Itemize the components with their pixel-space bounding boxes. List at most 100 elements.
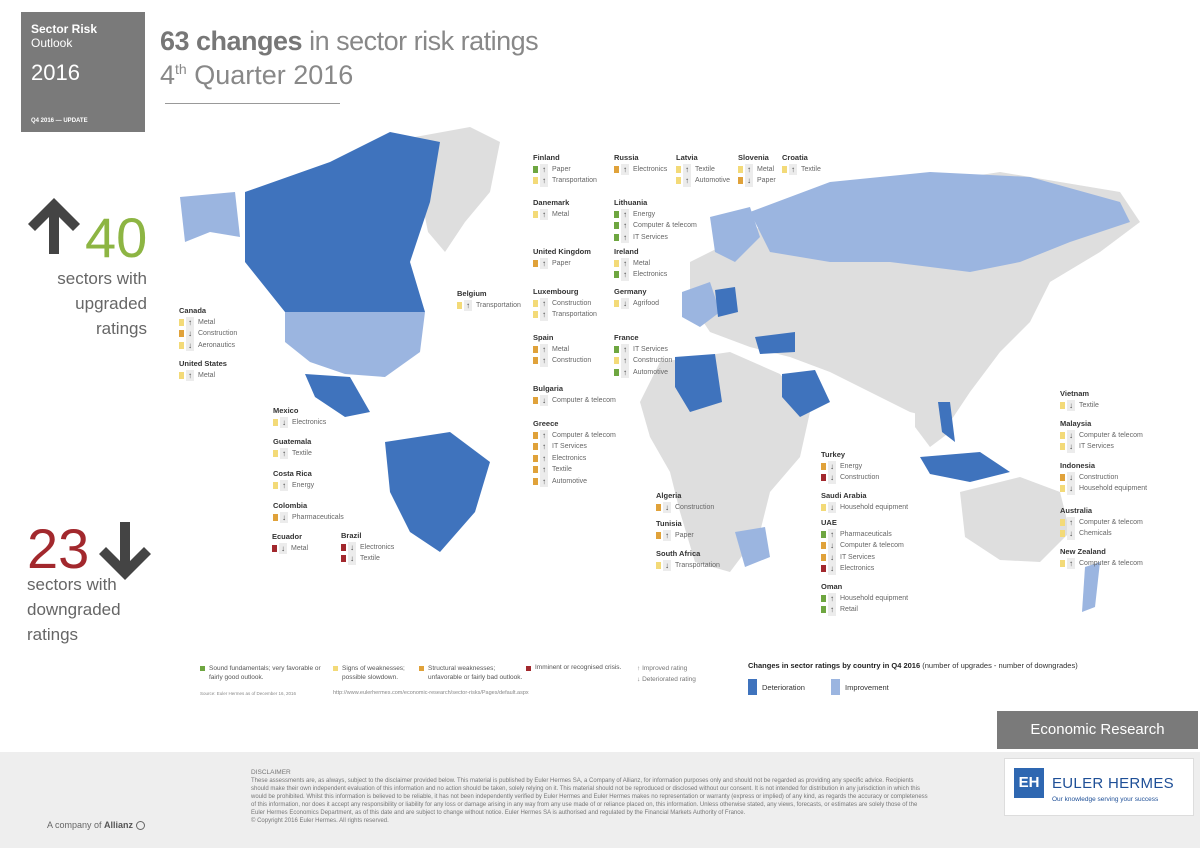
disclaimer-copyright: © Copyright 2016 Euler Hermes. All right… [251,818,389,824]
sector-row: ↑ Energy [614,208,697,220]
country-name: Slovenia [738,153,769,162]
legend-orange: Structural weaknesses; unfavorable or fa… [419,664,523,682]
rating-swatch [656,531,661,539]
arrow-up-icon: ↑ [1067,557,1075,569]
sector-label: Electronics [840,565,875,572]
rating-swatch [533,165,538,173]
sector-row: ↑ Automotive [676,175,730,187]
rating-swatch [656,503,661,511]
rating-swatch [614,271,619,279]
arrow-down-icon: ↓ [1067,441,1075,453]
country-box-russia: Russia ↑ Electronics [614,152,667,175]
arrow-up-icon: ↑ [621,163,629,175]
country-name: Indonesia [1060,461,1096,470]
legend-source: Source: Euler Hermes as of December 16, … [200,691,297,696]
arrow-up-icon: ↑ [540,257,548,269]
rating-swatch [273,449,278,457]
arrow-up-icon: ↑ [621,257,629,269]
sector-label: Construction [1079,473,1119,481]
country-name: South Africa [656,549,701,558]
sector-label: Energy [292,481,315,489]
arrow-up-icon: ↑ [621,208,629,220]
sector-row: ↑ Metal [738,163,776,175]
rating-swatch [676,165,681,173]
arrow-up-icon: ↑ [280,479,288,491]
rating-swatch [1060,473,1065,481]
country-box-south-africa: South Africa ↓ Transportation [656,548,720,571]
sector-label: Metal [291,544,309,552]
country-box-colombia: Colombia ↓ Pharmaceuticals [273,500,344,523]
sector-row: ↑ IT Services [614,231,697,243]
legend-url[interactable]: http://www.eulerhermes.com/economic-rese… [333,690,529,696]
downgrade-label-line1: sectors with [27,575,117,594]
sector-label: IT Services [552,443,587,450]
sector-row: ↓ Household equipment [821,501,909,513]
country-box-tunisia: Tunisia ↑ Paper [656,518,694,541]
country-name: Algeria [656,491,682,500]
sector-row: ↓ Pharmaceuticals [273,511,344,523]
country-name: Mexico [273,406,299,415]
sector-row: ↑ Construction [614,355,672,367]
arrow-down-icon: ↓ [828,501,836,513]
rating-swatch [656,561,661,569]
arrow-up-icon: ↑ [540,309,548,321]
rating-swatch [821,503,826,511]
sector-row: ↑ Energy [273,479,315,491]
rating-swatch [533,454,538,462]
deteriorated-arrow-icon: ↓ [637,676,643,683]
changes-head-bold: Changes in sector ratings by country in … [748,661,921,670]
sector-label: Computer & telecom [552,396,616,404]
country-box-germany: Germany ↓ Agrifood [614,286,659,309]
title-bold: 63 changes [160,26,303,56]
sector-label: Household equipment [840,503,909,511]
arrow-down-icon: ↓ [745,175,753,187]
country-name: Ireland [614,247,639,256]
allianz-prefix: A company of [47,820,105,830]
rating-swatch [821,542,826,550]
arrow-down-icon: ↓ [348,553,356,565]
down-arrow-icon [99,522,151,580]
country-name: Germany [614,287,647,296]
sector-row: ↑ Transportation [533,309,597,321]
sector-label: Transportation [552,177,597,184]
country-box-australia: Australia ↑ Computer & telecom ↓ Chemicals [1060,505,1143,540]
country-name: Brazil [341,531,362,540]
legend-red: Imminent or recognised crisis. [526,664,621,671]
rating-swatch [533,396,538,404]
up-arrow-icon [28,198,80,254]
arrow-up-icon: ↑ [663,529,671,541]
legend-green: Sound fundamentals; very favorable or fa… [200,664,329,682]
country-box-vietnam: Vietnam ↓ Textile [1060,388,1099,411]
rating-swatch [821,530,826,538]
page-subtitle: 4th Quarter 2016 [160,60,353,91]
country-name: Finland [533,153,560,162]
legend-green-swatch [200,666,205,671]
deterioration-label: Deterioration [762,683,805,692]
rating-swatch [614,210,619,218]
country-box-united-kingdom: United Kingdom ↑ Paper [533,246,591,269]
sector-label: Electronics [633,271,668,278]
sector-label: Metal [633,259,651,267]
badge-year: 2016 [31,60,80,85]
country-name: Bulgaria [533,384,564,393]
sector-label: Construction [675,503,715,511]
country-name: Greece [533,419,559,428]
country-name: Latvia [676,153,698,162]
arrow-up-icon: ↑ [621,366,629,378]
rating-swatch [614,368,619,376]
downgrade-label: sectors with downgraded ratings [27,572,121,647]
world-map [180,127,1140,612]
arrow-up-icon: ↑ [540,441,548,453]
footer [0,752,1200,848]
sector-label: Construction [198,330,238,337]
country-box-saudi-arabia: Saudi Arabia ↓ Household equipment [821,490,908,513]
disclaimer-text: These assessments are, as always, subjec… [251,778,928,816]
arrow-up-icon: ↑ [789,163,797,175]
sector-row: ↑ Electronics [614,163,667,175]
country-box-luxembourg: Luxembourg ↑ Construction ↑ Transportation [533,286,597,321]
sector-row: ↓ Electronics [273,416,326,428]
badge-subtitle: Outlook [31,36,73,50]
rating-swatch [614,165,619,173]
rating-swatch [533,177,538,185]
arrow-down-icon: ↓ [1067,429,1075,441]
